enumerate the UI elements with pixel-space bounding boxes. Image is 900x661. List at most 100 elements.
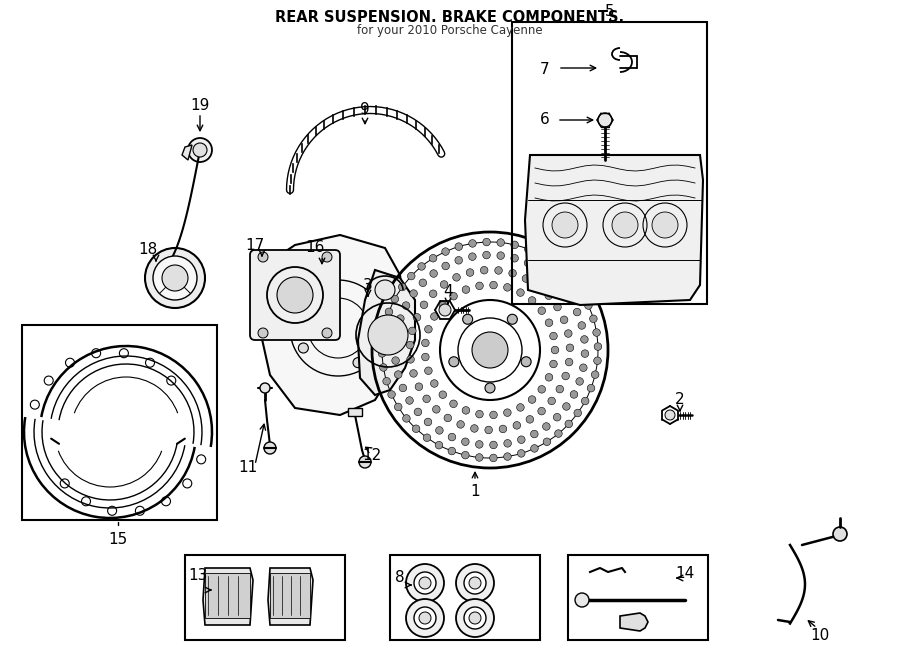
Circle shape [277,277,313,313]
Circle shape [472,332,508,368]
Text: 10: 10 [810,627,830,642]
Circle shape [399,384,407,392]
Circle shape [462,451,469,459]
Circle shape [414,607,436,629]
Circle shape [612,212,638,238]
Circle shape [421,353,429,361]
Circle shape [469,612,481,624]
Circle shape [513,422,520,429]
Circle shape [440,281,448,288]
Circle shape [406,599,444,637]
Circle shape [264,442,276,454]
Circle shape [538,385,545,393]
Circle shape [313,288,323,298]
Circle shape [430,379,438,387]
FancyBboxPatch shape [250,250,340,340]
Circle shape [407,341,414,349]
Circle shape [455,243,463,251]
Circle shape [537,251,544,258]
Circle shape [414,572,436,594]
Circle shape [485,383,495,393]
Circle shape [368,315,408,355]
Circle shape [558,284,566,292]
Circle shape [406,564,444,602]
Circle shape [578,290,586,297]
Circle shape [538,407,545,415]
Circle shape [545,292,553,299]
Circle shape [464,572,486,594]
Circle shape [407,356,414,363]
Circle shape [462,407,470,414]
Text: 17: 17 [246,237,265,253]
Circle shape [504,440,511,447]
Circle shape [469,240,476,247]
Circle shape [463,286,470,293]
Circle shape [580,336,589,343]
Circle shape [833,527,847,541]
Circle shape [419,279,427,287]
Circle shape [548,397,555,405]
Circle shape [442,248,449,255]
Circle shape [439,304,451,316]
Circle shape [481,266,488,274]
Circle shape [420,301,427,309]
Circle shape [585,301,592,309]
Circle shape [444,414,452,422]
Text: 2: 2 [675,393,685,407]
Polygon shape [260,235,405,415]
Circle shape [504,284,511,292]
Circle shape [528,396,536,403]
Bar [568,555,708,640]
Text: 18: 18 [139,243,158,258]
Circle shape [525,245,532,253]
Circle shape [566,344,574,352]
Circle shape [561,316,568,324]
Circle shape [397,315,404,323]
Circle shape [464,607,486,629]
Text: 4: 4 [443,284,453,299]
Circle shape [402,414,410,422]
Circle shape [490,282,498,289]
Polygon shape [525,155,703,305]
Circle shape [402,302,410,309]
Circle shape [570,278,578,286]
Circle shape [511,241,518,249]
Circle shape [379,336,386,343]
Circle shape [456,564,494,602]
Circle shape [448,433,455,441]
Circle shape [394,403,402,410]
Circle shape [575,593,589,607]
Circle shape [162,265,188,291]
Polygon shape [182,145,192,160]
Circle shape [524,259,532,267]
Circle shape [409,327,416,334]
Circle shape [448,447,455,455]
Circle shape [424,418,432,426]
Circle shape [485,426,492,434]
Text: 8: 8 [395,570,405,586]
Circle shape [412,425,420,432]
Circle shape [518,436,525,444]
Circle shape [388,391,395,399]
Circle shape [299,343,309,353]
Circle shape [550,332,557,340]
Circle shape [418,262,426,270]
Text: for your 2010 Porsche Cayenne: for your 2010 Porsche Cayenne [357,24,543,37]
Circle shape [528,297,536,304]
Bar [390,555,540,640]
Circle shape [393,329,400,336]
Circle shape [430,313,438,321]
Circle shape [385,308,392,316]
Circle shape [425,325,432,333]
Circle shape [450,292,457,300]
Text: 3: 3 [363,278,373,293]
Polygon shape [358,270,415,395]
Text: 5: 5 [605,5,615,20]
Circle shape [469,253,476,260]
Circle shape [260,383,270,393]
Circle shape [433,406,440,413]
Circle shape [543,422,550,430]
Circle shape [497,239,505,247]
Circle shape [551,346,559,354]
Text: 16: 16 [305,241,325,256]
